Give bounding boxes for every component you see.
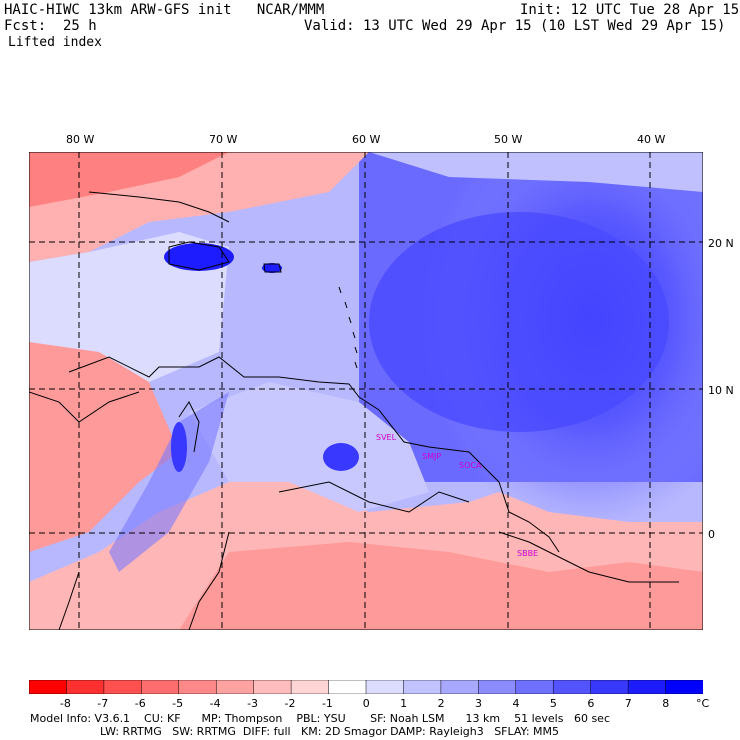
colorbar-swatch	[290, 680, 330, 694]
colorbar-swatch	[403, 680, 442, 694]
field-n-light	[369, 152, 703, 192]
station-sbbe: SBBE	[517, 549, 538, 558]
colorbar-tick-label: -3	[247, 697, 259, 710]
colorbar-tick-label: -6	[134, 697, 146, 710]
colorbar-unit: °C	[696, 697, 710, 710]
lesser-antilles	[338, 286, 358, 369]
lat-lon-grid	[29, 152, 703, 630]
colorbar-tick-label: -7	[97, 697, 109, 710]
lat-label-20n: 20 N	[708, 237, 734, 250]
colorbar-swatch	[515, 680, 554, 694]
colorbar-swatch	[66, 680, 105, 694]
field-hispaniola-blue	[164, 243, 234, 271]
forecast-hour: Fcst: 25 h	[4, 18, 97, 34]
colorbar-swatch	[627, 680, 667, 694]
colorbar-tick-label: 5	[549, 697, 557, 710]
valid-time: Valid: 13 UTC Wed 29 Apr 15 (10 LST Wed …	[304, 18, 726, 34]
colorbar-swatch	[478, 680, 517, 694]
station-svel: SVEL	[376, 433, 397, 442]
colorbar-swatch	[103, 680, 143, 694]
colorbar-swatch	[253, 680, 292, 694]
lon-label-50w: 50 W	[494, 133, 523, 146]
field-blue-core	[369, 212, 669, 432]
lifted-index-map: SVEL SMJP SOCA SBBE	[29, 152, 703, 630]
field-andes-blue	[109, 392, 229, 572]
colorbar-tick-label: 8	[662, 697, 670, 710]
field-guiana-blue	[189, 382, 429, 512]
field-w-caribbean-pink	[29, 342, 179, 552]
colorbar-tick-label: -4	[209, 697, 221, 710]
colorbar-tick-label: -1	[321, 697, 333, 710]
colorbar-swatch	[552, 680, 592, 694]
colorbar-swatch	[440, 680, 480, 694]
lon-label-70w: 70 W	[209, 133, 238, 146]
field-puerto-rico-blue	[262, 263, 282, 273]
lon-label-60w: 60 W	[352, 133, 381, 146]
field-name: Lifted index	[8, 35, 102, 50]
colorbar-swatch	[328, 680, 367, 694]
colorbar-tick-label: 3	[475, 697, 483, 710]
colorbar-tick-label: 0	[362, 697, 370, 710]
colorbar-tick-label: 2	[437, 697, 445, 710]
colorbar-swatch	[665, 680, 703, 694]
colorbar-tick-label: -8	[59, 697, 71, 710]
colorbar-swatch	[590, 680, 629, 694]
field-guyana-blue	[323, 443, 359, 471]
station-labels: SVEL SMJP SOCA SBBE	[376, 433, 538, 558]
colorbar	[29, 680, 703, 694]
lat-label-10n: 10 N	[708, 384, 734, 397]
colorbar-tick-label: -2	[284, 697, 296, 710]
lat-label-0: 0	[708, 528, 715, 541]
colorbar-tick-label: 1	[400, 697, 408, 710]
model-info-line1: Model Info: V3.6.1 CU: KF MP: Thompson P…	[30, 712, 610, 725]
field-amazon-pink	[179, 542, 703, 630]
colorbar-swatch	[365, 680, 405, 694]
init-time: Init: 12 UTC Tue 28 Apr 15	[520, 2, 740, 18]
lon-label-40w: 40 W	[637, 133, 666, 146]
colorbar-swatch	[178, 680, 217, 694]
colorbar-tick-label: -5	[172, 697, 184, 710]
chart-title: HAIC-HIWC 13km ARW-GFS init NCAR/MMM	[4, 2, 325, 18]
colorbar-tick-label: 7	[624, 697, 632, 710]
model-info-line2: LW: RRTMG SW: RRTMG DIFF: full KM: 2D Sm…	[100, 725, 560, 738]
colorbar-swatch	[141, 680, 180, 694]
station-soca: SOCA	[459, 461, 482, 470]
field-lake-blue	[171, 422, 187, 472]
colorbar-swatch	[215, 680, 255, 694]
colorbar-tick-label: 6	[587, 697, 595, 710]
colorbar-tick-label: 4	[512, 697, 520, 710]
station-smjp: SMJP	[422, 452, 441, 461]
colorbar-swatch	[29, 680, 68, 694]
lon-label-80w: 80 W	[66, 133, 95, 146]
